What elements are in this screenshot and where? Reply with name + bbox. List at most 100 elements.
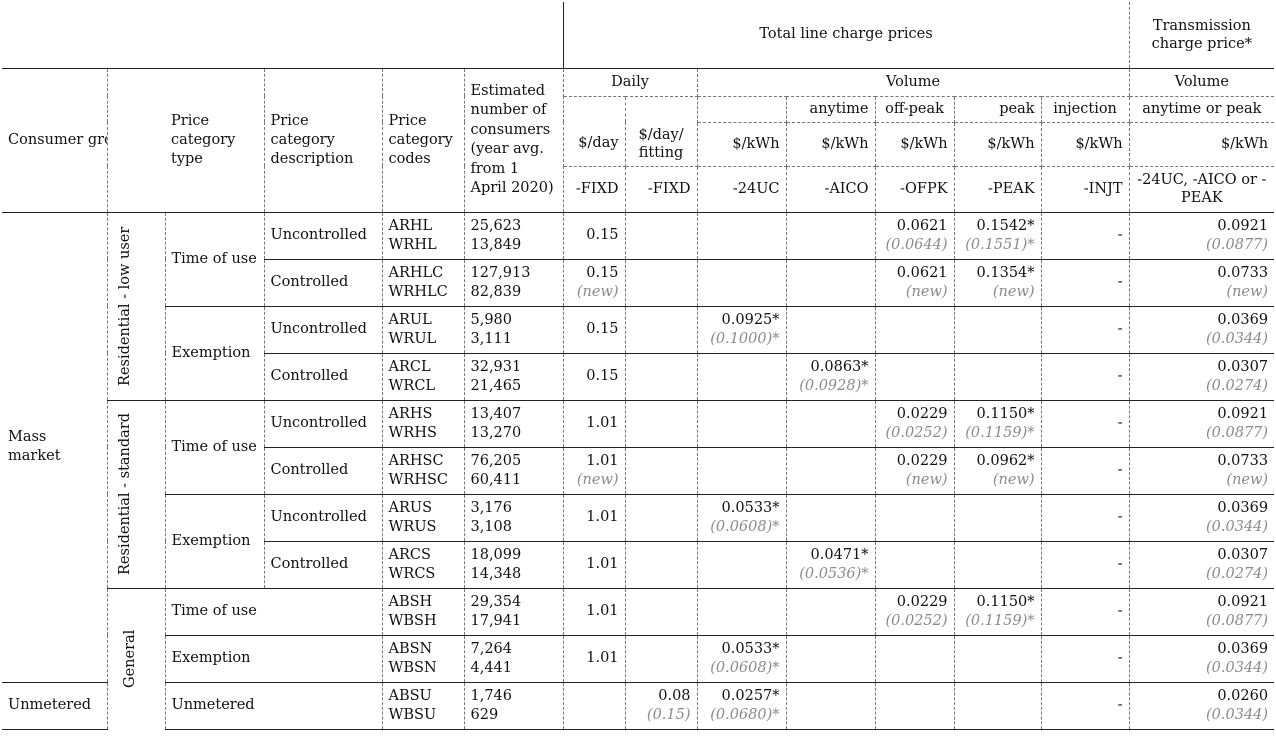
aico-cell bbox=[786, 259, 876, 307]
peak-cell: 0.1354* (new) bbox=[954, 259, 1042, 307]
suffix-cell: -24UC, -AICO or -PEAK bbox=[1128, 166, 1275, 213]
unit-cell: $/kWh bbox=[786, 122, 876, 167]
aico-cell bbox=[786, 447, 876, 495]
old-val: (0.1551)* bbox=[965, 236, 1035, 253]
code: ARHS bbox=[388, 405, 433, 422]
old-val: (0.0608)* bbox=[710, 659, 780, 676]
group-general: General bbox=[107, 588, 166, 729]
val: 0.0257* bbox=[721, 687, 780, 704]
fitting-cell bbox=[625, 259, 698, 307]
old-val: (0.0536)* bbox=[799, 565, 869, 582]
code: ABSH bbox=[388, 593, 433, 610]
code: WRHSC bbox=[388, 471, 449, 488]
count: 25,623 bbox=[470, 217, 522, 234]
aico-cell bbox=[786, 400, 876, 448]
val: 0.0369 bbox=[1217, 640, 1269, 657]
header-price-category-description: Price category description bbox=[264, 68, 383, 213]
consumers-cell: 127,913 82,839 bbox=[464, 259, 564, 307]
ofpk-cell: 0.0621 (new) bbox=[875, 259, 955, 307]
uc24-cell bbox=[697, 447, 787, 495]
peak-cell bbox=[954, 306, 1042, 354]
group-general-label: General bbox=[122, 629, 138, 688]
val: 1.01 bbox=[586, 650, 619, 666]
consumers-cell: 13,407 13,270 bbox=[464, 400, 564, 448]
ofpk-cell bbox=[875, 494, 955, 542]
val: 1.01 bbox=[586, 452, 619, 469]
ofpk-cell: 0.0229 (0.0252) bbox=[875, 588, 955, 636]
fitting-cell bbox=[625, 212, 698, 260]
type-tou: Time of use bbox=[165, 400, 265, 495]
old-val: (0.0644) bbox=[885, 236, 948, 253]
suffix-cell: -PEAK bbox=[954, 166, 1042, 213]
old-val: (0.0252) bbox=[885, 612, 948, 629]
ofpk-cell bbox=[875, 541, 955, 589]
uc24-cell bbox=[697, 588, 787, 636]
val: 0.0921 bbox=[1217, 405, 1269, 422]
fixd-cell: 1.01 bbox=[563, 635, 626, 683]
trans-cell: 0.0307 (0.0274) bbox=[1128, 541, 1275, 589]
uc24-cell bbox=[697, 541, 787, 589]
code: WBSH bbox=[388, 612, 437, 629]
code: WRHLC bbox=[388, 283, 448, 300]
code: ARUS bbox=[388, 499, 433, 516]
val: 0.0229 bbox=[896, 593, 948, 610]
trans-cell: 0.0369 (0.0344) bbox=[1128, 635, 1275, 683]
old-val: (0.0274) bbox=[1206, 565, 1269, 582]
injt-cell: - bbox=[1041, 212, 1130, 260]
injt-cell: - bbox=[1041, 682, 1130, 730]
desc-cell: Controlled bbox=[264, 259, 383, 307]
val: 0.1150* bbox=[976, 593, 1035, 610]
val: 0.0925* bbox=[721, 311, 780, 328]
ofpk-cell bbox=[875, 635, 955, 683]
fixd-cell: 0.15 (new) bbox=[563, 259, 626, 307]
count: 18,099 bbox=[470, 546, 522, 563]
val: 0.0921 bbox=[1217, 217, 1269, 234]
old-val: (0.0344) bbox=[1206, 330, 1269, 347]
val: 0.0621 bbox=[896, 264, 948, 281]
old-val: (0.0344) bbox=[1206, 706, 1269, 723]
trans-cell: 0.0260 (0.0344) bbox=[1128, 682, 1275, 730]
count: 32,931 bbox=[470, 358, 522, 375]
fixd-cell: 1.01 bbox=[563, 588, 626, 636]
header-volume: Volume bbox=[697, 68, 1130, 97]
val: 0.0229 bbox=[896, 452, 948, 469]
old-val: (new) bbox=[992, 471, 1035, 488]
count: 3,108 bbox=[470, 518, 513, 535]
count: 76,205 bbox=[470, 452, 522, 469]
peak-cell bbox=[954, 635, 1042, 683]
old-val: (0.0680)* bbox=[710, 706, 780, 723]
header-blank bbox=[2, 2, 564, 69]
code: ABSU bbox=[388, 687, 432, 704]
val: 0.0369 bbox=[1217, 499, 1269, 516]
fitting-cell bbox=[625, 541, 698, 589]
consumers-cell: 3,176 3,108 bbox=[464, 494, 564, 542]
old-val: (new) bbox=[576, 283, 619, 300]
aico-cell bbox=[786, 635, 876, 683]
consumers-cell: 25,623 13,849 bbox=[464, 212, 564, 260]
count: 29,354 bbox=[470, 593, 522, 610]
fitting-cell bbox=[625, 447, 698, 495]
uc24-cell: 0.0533* (0.0608)* bbox=[697, 635, 787, 683]
codes-cell: ARUL WRUL bbox=[382, 306, 465, 354]
count: 127,913 bbox=[470, 264, 531, 281]
blank-cell bbox=[697, 96, 787, 123]
fixd-cell bbox=[563, 682, 626, 730]
header-injection: injection bbox=[1041, 96, 1130, 123]
val: 0.0921 bbox=[1217, 593, 1269, 610]
fitting-cell bbox=[625, 400, 698, 448]
peak-cell: 0.1542* (0.1551)* bbox=[954, 212, 1042, 260]
code: WRCS bbox=[388, 565, 436, 582]
type-exemption-general: Exemption bbox=[165, 635, 383, 683]
old-val: (new) bbox=[576, 471, 619, 488]
trans-cell: 0.0369 (0.0344) bbox=[1128, 494, 1275, 542]
injt-cell: - bbox=[1041, 306, 1130, 354]
desc-cell: Controlled bbox=[264, 541, 383, 589]
fixd-cell: 1.01 bbox=[563, 541, 626, 589]
count: 13,849 bbox=[470, 236, 522, 253]
unit-cell: $/kWh bbox=[875, 122, 955, 167]
desc-cell: Uncontrolled bbox=[264, 400, 383, 448]
val: 1.01 bbox=[586, 603, 619, 619]
injt-cell: - bbox=[1041, 588, 1130, 636]
trans-cell: 0.0369 (0.0344) bbox=[1128, 306, 1275, 354]
type-exemption: Exemption bbox=[165, 494, 265, 589]
